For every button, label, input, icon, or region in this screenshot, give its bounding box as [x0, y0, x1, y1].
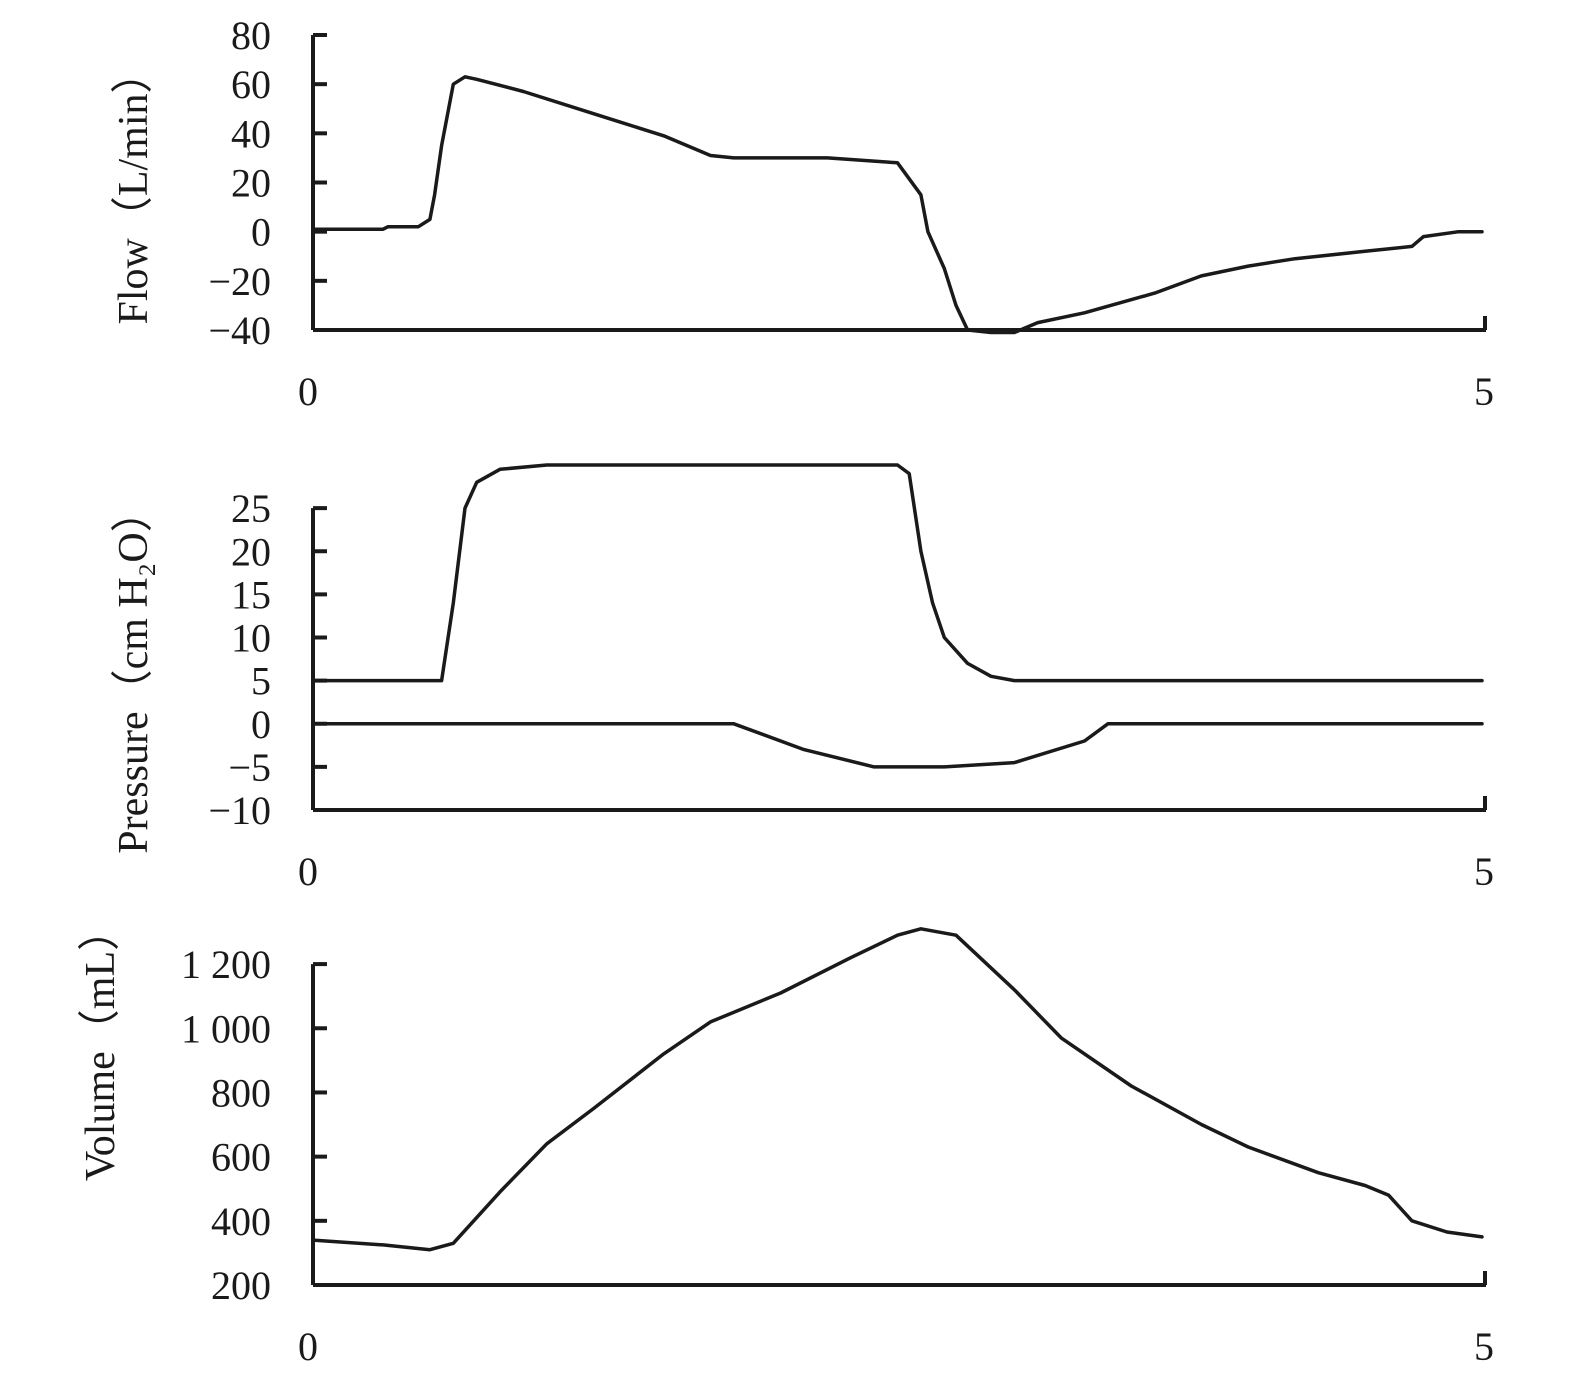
pressure-y-tick-label: 20	[231, 529, 271, 574]
flow-y-tick-label: 80	[231, 13, 271, 58]
pressure-y-tick-label: 0	[251, 702, 271, 747]
pressure-series-line-0	[311, 463, 1484, 683]
volume-series-line-0	[311, 927, 1484, 1252]
flow-y-tick-label: 0	[251, 210, 271, 255]
flow-y-tick-label: 20	[231, 161, 271, 206]
pressure-y-tick-label: 15	[231, 572, 271, 617]
flow-y-tick-label: 40	[231, 111, 271, 156]
pressure-series-line-1	[311, 722, 1484, 769]
volume-x-tick-label-end: 5	[1474, 1324, 1494, 1369]
volume-y-axis-title: Volume（mL）	[78, 909, 124, 1181]
pressure-y-tick-label: 5	[251, 659, 271, 704]
flow-y-tick-label: −40	[208, 308, 271, 353]
flow-series-line-0	[311, 75, 1484, 335]
volume-y-tick-label: 200	[211, 1263, 271, 1308]
flow-y-axis-title: Flow（L/min）	[111, 51, 157, 324]
volume-y-tick-label: 400	[211, 1199, 271, 1244]
flow-y-tick-label: −20	[208, 259, 271, 304]
pressure-y-tick-label: −10	[208, 788, 271, 833]
pressure-y-tick-label: 10	[231, 616, 271, 661]
pressure-x-tick-label-start: 0	[298, 849, 318, 894]
volume-x-tick-label-start: 0	[298, 1324, 318, 1369]
flow-y-tick-label: 60	[231, 62, 271, 107]
volume-y-tick-label: 1 000	[181, 1006, 271, 1051]
flow-x-tick-label-start: 0	[298, 369, 318, 414]
volume-y-tick-label: 1 200	[181, 942, 271, 987]
volume-panel: 1 200 1 000 800 600 400 200 0 5 Volume（mL）	[78, 909, 1494, 1369]
pressure-x-tick-label-end: 5	[1474, 849, 1494, 894]
pressure-y-axis-title: Pressure（cm H₂O）	[111, 490, 157, 853]
pressure-y-tick-label: 25	[231, 486, 271, 531]
flow-x-tick-label-end: 5	[1474, 369, 1494, 414]
volume-y-tick-label: 600	[211, 1135, 271, 1180]
pressure-y-tick-label: −5	[228, 745, 271, 790]
volume-y-tick-label: 800	[211, 1070, 271, 1115]
